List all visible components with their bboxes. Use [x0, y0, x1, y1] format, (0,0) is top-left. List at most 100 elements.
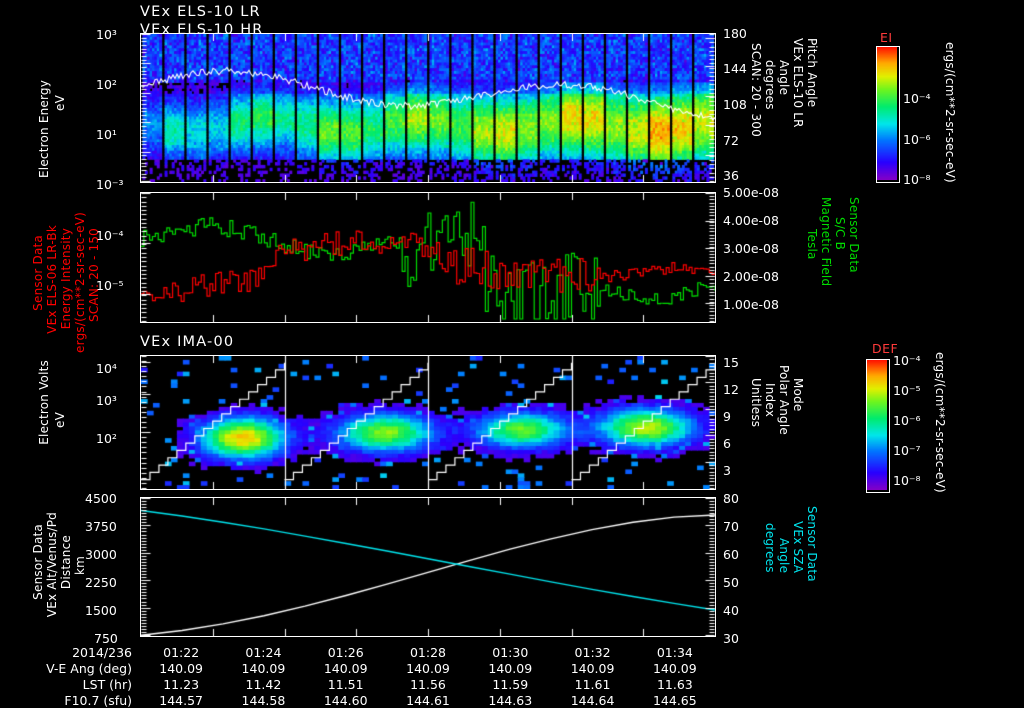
- panel4-left-axis-label-0: Sensor Data: [31, 524, 45, 600]
- panel1-y2tick-3: 72: [723, 133, 739, 148]
- panel-electron-energy-spectrogram: [140, 33, 716, 183]
- panel4-right-axis-label-3: degrees: [763, 523, 777, 573]
- panel3-left-axis-label: Electron Volts: [37, 360, 51, 445]
- panel-altitude-sza: [140, 497, 716, 637]
- colorbar1-gradient: [877, 47, 897, 180]
- panel4-ytick-2: 3000: [85, 547, 117, 562]
- panel3-ytick-2: 10²: [96, 431, 117, 446]
- bottom-table-cell-r2-c5: 144.64: [570, 693, 615, 708]
- panel4-right-axis-label-1: VEx SZA: [791, 521, 805, 574]
- panel2-y2tick-4: 1.00e-08: [723, 297, 779, 312]
- colorbar1-tick-0: 10⁻⁴: [903, 91, 931, 106]
- panel2-left-axis-label-1: VEx ELS-06 LR-Bk: [45, 225, 59, 334]
- bottom-table-cell-r1-c0: 11.23: [163, 677, 200, 692]
- bottom-table-time-0: 01:22: [163, 645, 200, 660]
- panel4-right-axis-label-0: Sensor Data: [805, 506, 819, 582]
- panel3-y2tick-0: 15: [723, 355, 739, 370]
- colorbar1-tick-2: 10⁻⁸: [903, 172, 931, 187]
- colorbar1-tick-1: 10⁻⁶: [903, 132, 931, 147]
- panel4-ytick-5: 750: [94, 631, 118, 646]
- bottom-table-cell-r2-c4: 144.63: [488, 693, 533, 708]
- panel4-right-axis-label-2: Angle: [777, 538, 791, 574]
- panel4-y2tick-0: 80: [723, 491, 739, 506]
- panel3-right-axis-label-3: Unitless: [749, 378, 763, 428]
- bottom-table-time-5: 01:32: [574, 645, 611, 660]
- panel-intensity-magnetic-field: [140, 192, 716, 323]
- panel3-ytick-1: 10³: [96, 393, 117, 408]
- panel2-y2tick-2: 3.00e-08: [723, 241, 779, 256]
- bottom-table-cell-r1-c2: 11.51: [327, 677, 364, 692]
- panel1-title-lr: VEx ELS-10 LR: [140, 4, 261, 20]
- panel2-ytick-0: 10⁻³: [96, 177, 124, 192]
- bottom-table-cell-r0-c6: 140.09: [652, 661, 697, 676]
- panel1-y2tick-1: 144: [723, 61, 747, 76]
- panel4-y2tick-5: 30: [723, 631, 739, 646]
- panel1-right-axis-label-4: SCAN: 20 - 300: [749, 43, 763, 137]
- panel2-right-axis-label-0: Sensor Data: [847, 197, 861, 273]
- panel3-right-axis-label-1: Polar Angle: [777, 365, 791, 435]
- panel2-left-axis-label-3: ergs/(cm**2-sr-sec-eV): [73, 212, 87, 353]
- panel2-y2tick-3: 2.00e-08: [723, 269, 779, 284]
- colorbar2-tick-4: 10⁻⁸: [893, 473, 921, 488]
- colorbar2-tick-2: 10⁻⁶: [893, 413, 921, 428]
- panel2-right-axis-label-1: S/C B: [833, 217, 847, 251]
- bottom-table-rowlabel-0: V-E Ang (deg): [46, 661, 132, 676]
- panel4-ytick-3: 2250: [85, 575, 117, 590]
- bottom-table-cell-r0-c1: 140.09: [241, 661, 286, 676]
- panel1-left-axis-units: eV: [53, 95, 67, 111]
- colorbar1: [876, 46, 900, 183]
- panel4-left-axis-label-2: Distance: [59, 535, 73, 590]
- colorbar1-units: ergs/(cm**2-sr-sec-eV): [943, 42, 957, 183]
- panel-ion-spectrogram: [140, 355, 716, 490]
- bottom-table-time-4: 01:30: [492, 645, 529, 660]
- panel1-title-hr: VEx ELS-10 HR: [140, 22, 264, 38]
- panel4-y2tick-3: 50: [723, 575, 739, 590]
- bottom-table-cell-r2-c6: 144.65: [652, 693, 697, 708]
- panel2-right-axis-label-3: Tesla: [805, 229, 819, 260]
- panel2-y2tick-0: 5.00e-08: [723, 185, 779, 200]
- bottom-table-cell-r2-c0: 144.57: [159, 693, 204, 708]
- panel1-y2tick-0: 180: [723, 26, 747, 41]
- bottom-table-time-6: 01:34: [656, 645, 693, 660]
- panel3-right-axis-label-0: Mode: [791, 378, 805, 412]
- panel1-y2tick-4: 36: [723, 168, 739, 183]
- panel1-right-axis-label-0: Pitch Angle: [805, 38, 819, 108]
- colorbar2-tick-0: 10⁻⁴: [893, 353, 921, 368]
- bottom-table-cell-r1-c4: 11.59: [492, 677, 529, 692]
- colorbar2-tick-1: 10⁻⁵: [893, 383, 921, 398]
- colorbar2-tick-3: 10⁻⁷: [893, 443, 921, 458]
- panel3-ytick-0: 10⁴: [96, 361, 117, 376]
- lineplot-canvas-4: [141, 498, 715, 636]
- bottom-table-time-1: 01:24: [245, 645, 282, 660]
- bottom-table-cell-r2-c1: 144.58: [241, 693, 286, 708]
- panel1-ytick-0: 10³: [96, 27, 117, 42]
- bottom-table-cell-r1-c1: 11.42: [245, 677, 282, 692]
- bottom-table-cell-r2-c3: 144.61: [406, 693, 450, 708]
- panel2-left-axis-label-2: Energy Intensity: [59, 228, 73, 330]
- panel4-ytick-1: 3750: [85, 519, 117, 534]
- bottom-table-time-3: 01:28: [409, 645, 447, 660]
- panel2-ytick-2: 10⁻⁵: [96, 278, 124, 293]
- panel4-y2tick-2: 60: [723, 547, 739, 562]
- bottom-table-cell-r0-c2: 140.09: [323, 661, 368, 676]
- bottom-table-cell-r2-c2: 144.60: [323, 693, 368, 708]
- bottom-table-cell-r1-c3: 11.56: [410, 677, 446, 692]
- panel3-title: VEx IMA-00: [140, 334, 235, 350]
- bottom-table-cell-r0-c3: 140.09: [406, 661, 450, 676]
- bottom-table-cell-r1-c5: 11.61: [574, 677, 611, 692]
- colorbar2-label: DEF: [872, 341, 899, 356]
- panel4-ytick-0: 4500: [85, 491, 117, 506]
- panel4-y2tick-1: 70: [723, 519, 739, 534]
- panel3-y2tick-3: 6: [723, 436, 731, 451]
- panel2-right-axis-label-2: Magnetic Field: [819, 197, 833, 287]
- bottom-table-cell-r0-c0: 140.09: [159, 661, 204, 676]
- spectrogram-canvas-3: [141, 356, 715, 489]
- panel3-y2tick-4: 3: [723, 463, 731, 478]
- colorbar2: [866, 359, 890, 493]
- panel1-ytick-2: 10¹: [96, 127, 117, 142]
- panel1-right-axis-label-2: Angle: [777, 60, 791, 96]
- panel4-ytick-4: 1500: [85, 603, 117, 618]
- panel3-y2tick-2: 9: [723, 409, 731, 424]
- panel1-left-axis-label: Electron Energy: [37, 38, 51, 178]
- bottom-table-date: 2014/236: [72, 645, 132, 660]
